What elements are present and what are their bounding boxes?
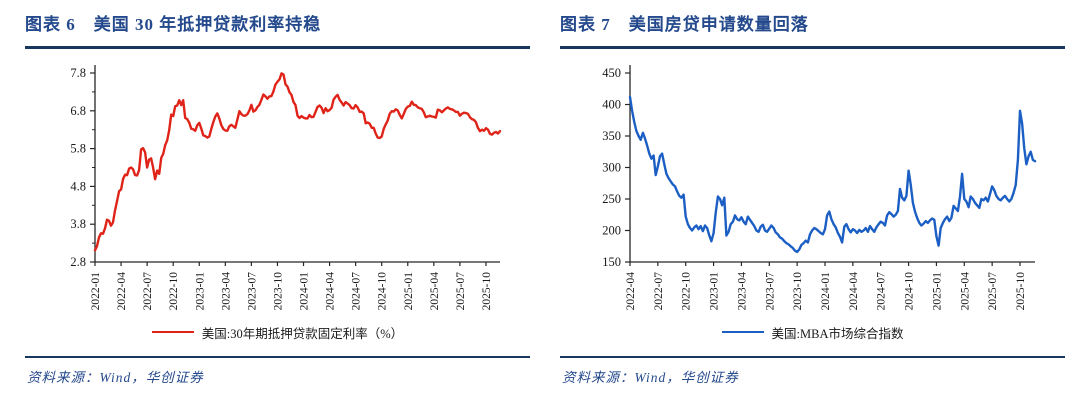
chart-6-title-rule — [25, 46, 530, 49]
svg-text:2025-07: 2025-07 — [455, 272, 467, 311]
svg-text:2022-07: 2022-07 — [142, 272, 154, 311]
svg-text:350: 350 — [602, 129, 621, 143]
mortgage-rate-line-chart: 2.8 3.8 4.8 5.8 6.8 7.8 2022-01 2022-04 2022-07 2… — [70, 65, 502, 311]
svg-text:3.8: 3.8 — [70, 217, 86, 231]
svg-text:200: 200 — [602, 224, 621, 238]
svg-text:2025-10: 2025-10 — [481, 272, 493, 311]
svg-text:2022-07: 2022-07 — [653, 272, 665, 311]
svg-text:2025-04: 2025-04 — [429, 272, 441, 311]
svg-text:4.8: 4.8 — [70, 179, 86, 193]
svg-text:6.8: 6.8 — [70, 104, 86, 118]
svg-text:2023-04: 2023-04 — [220, 272, 232, 311]
svg-text:2024-07: 2024-07 — [876, 272, 888, 311]
mba-index-line-chart: 150 200 250 300 350 400 450 2022-04 2022-07 2022-… — [602, 65, 1037, 311]
svg-text:2.8: 2.8 — [70, 255, 86, 269]
chart-6-source: 资料来源：Wind，华创证券 — [27, 370, 204, 385]
svg-text:2024-01: 2024-01 — [299, 272, 311, 311]
svg-text:150: 150 — [602, 255, 621, 269]
chart-6-title: 图表 6 美国 30 年抵押贷款利率持稳 — [25, 15, 322, 34]
svg-text:2025-10: 2025-10 — [1015, 272, 1027, 311]
svg-text:450: 450 — [602, 66, 621, 80]
svg-text:2023-04: 2023-04 — [736, 272, 748, 311]
svg-text:2022-10: 2022-10 — [681, 272, 693, 311]
svg-text:250: 250 — [602, 192, 621, 206]
svg-text:2024-04: 2024-04 — [848, 272, 860, 311]
svg-text:7.8: 7.8 — [70, 66, 86, 80]
chart-6-legend: 美国:30年期抵押贷款固定利率（%） — [25, 322, 530, 342]
red-line-swatch — [151, 331, 194, 333]
svg-text:2025-01: 2025-01 — [931, 272, 943, 311]
svg-text:2022-04: 2022-04 — [625, 272, 637, 311]
chart-7-source: 资料来源：Wind，华创证券 — [562, 370, 739, 385]
svg-text:2024-01: 2024-01 — [820, 272, 832, 311]
svg-text:2022-04: 2022-04 — [116, 272, 128, 311]
chart-7-source-rule — [560, 356, 1065, 358]
chart-7-title-rule — [560, 46, 1065, 49]
svg-text:2024-10: 2024-10 — [377, 272, 389, 311]
svg-text:2023-07: 2023-07 — [764, 272, 776, 311]
svg-text:2023-10: 2023-10 — [792, 272, 804, 311]
svg-text:2023-10: 2023-10 — [272, 272, 284, 311]
chart-7-legend-label: 美国:MBA市场综合指数 — [771, 326, 904, 341]
svg-text:2022-01: 2022-01 — [90, 272, 102, 311]
svg-text:2023-01: 2023-01 — [709, 272, 721, 311]
svg-text:2024-07: 2024-07 — [351, 272, 363, 311]
svg-text:5.8: 5.8 — [70, 142, 86, 156]
svg-text:2024-04: 2024-04 — [325, 272, 337, 311]
svg-text:400: 400 — [602, 98, 621, 112]
chart-7-legend: 美国:MBA市场综合指数 — [560, 322, 1065, 342]
svg-text:2023-01: 2023-01 — [194, 272, 206, 311]
svg-text:2024-10: 2024-10 — [904, 272, 916, 311]
chart-6-legend-label: 美国:30年期抵押贷款固定利率（%） — [201, 326, 404, 341]
chart-7-title: 图表 7 美国房贷申请数量回落 — [560, 15, 809, 34]
svg-text:2025-07: 2025-07 — [987, 272, 999, 311]
panel-chart-7: 图表 7 美国房贷申请数量回落 150 200 250 300 350 400 450 202… — [560, 8, 1065, 398]
blue-line-swatch — [721, 331, 764, 333]
chart-6-source-rule — [25, 356, 530, 358]
svg-text:2025-04: 2025-04 — [959, 272, 971, 311]
svg-text:2023-07: 2023-07 — [246, 272, 258, 311]
svg-text:300: 300 — [602, 161, 621, 175]
svg-text:2025-01: 2025-01 — [403, 272, 415, 311]
svg-text:2022-10: 2022-10 — [168, 272, 180, 311]
panel-chart-6: 图表 6 美国 30 年抵押贷款利率持稳 2.8 3.8 4.8 5.8 6.8 7.8 2… — [25, 8, 530, 398]
